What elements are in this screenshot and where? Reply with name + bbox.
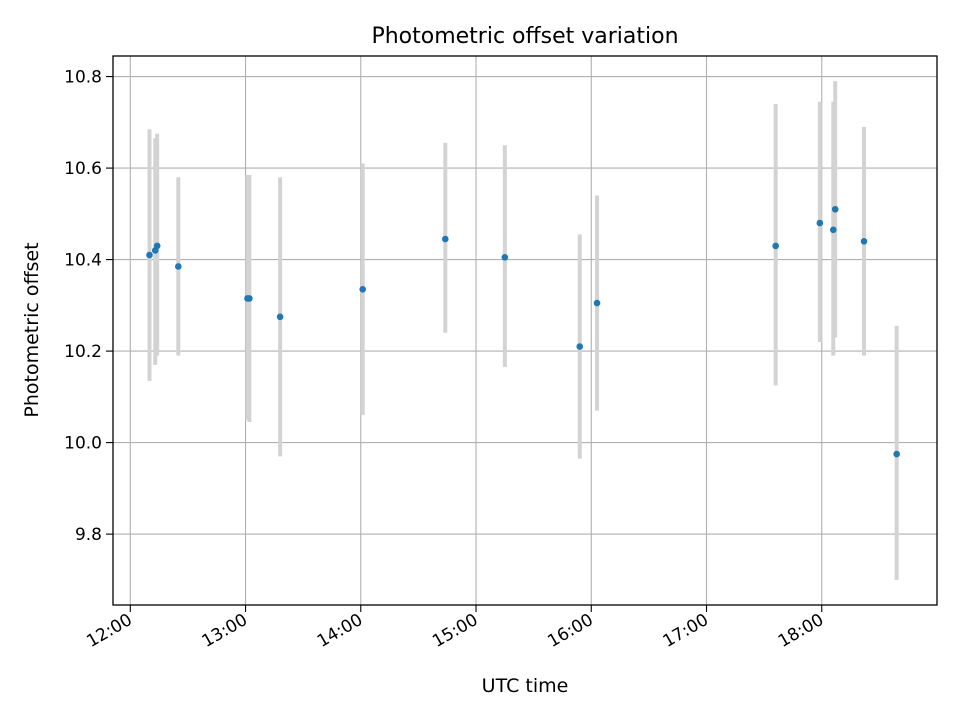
data-point: [831, 205, 839, 213]
data-point: [501, 253, 509, 261]
y-tick-label: 10.8: [64, 68, 102, 88]
data-point: [246, 295, 253, 302]
data-point: [441, 235, 449, 243]
chart-title: Photometric offset variation: [371, 24, 678, 49]
data-point: [576, 343, 584, 350]
data-points: [146, 205, 900, 458]
plot-frame: [112, 55, 938, 606]
data-point: [359, 286, 366, 293]
data-point: [146, 251, 153, 259]
y-tick-label: 9.8: [75, 525, 102, 545]
data-point: [593, 299, 601, 307]
y-axis-label: Photometric offset: [21, 242, 43, 417]
data-point: [893, 450, 900, 458]
data-point: [772, 242, 779, 250]
data-point: [860, 237, 868, 245]
data-point: [829, 226, 837, 234]
y-tick-label: 10.6: [64, 159, 102, 179]
data-point: [153, 242, 161, 250]
data-point: [175, 263, 182, 270]
y-tick-label: 10.0: [64, 434, 102, 454]
y-axis: 9.8 10.0 10.2 10.4 10.6 10.8: [64, 68, 113, 545]
data-point: [276, 313, 284, 321]
y-tick-label: 10.4: [64, 251, 102, 271]
x-axis-label: UTC time: [482, 675, 569, 697]
y-tick-label: 10.2: [64, 342, 102, 362]
data-point: [816, 219, 824, 227]
